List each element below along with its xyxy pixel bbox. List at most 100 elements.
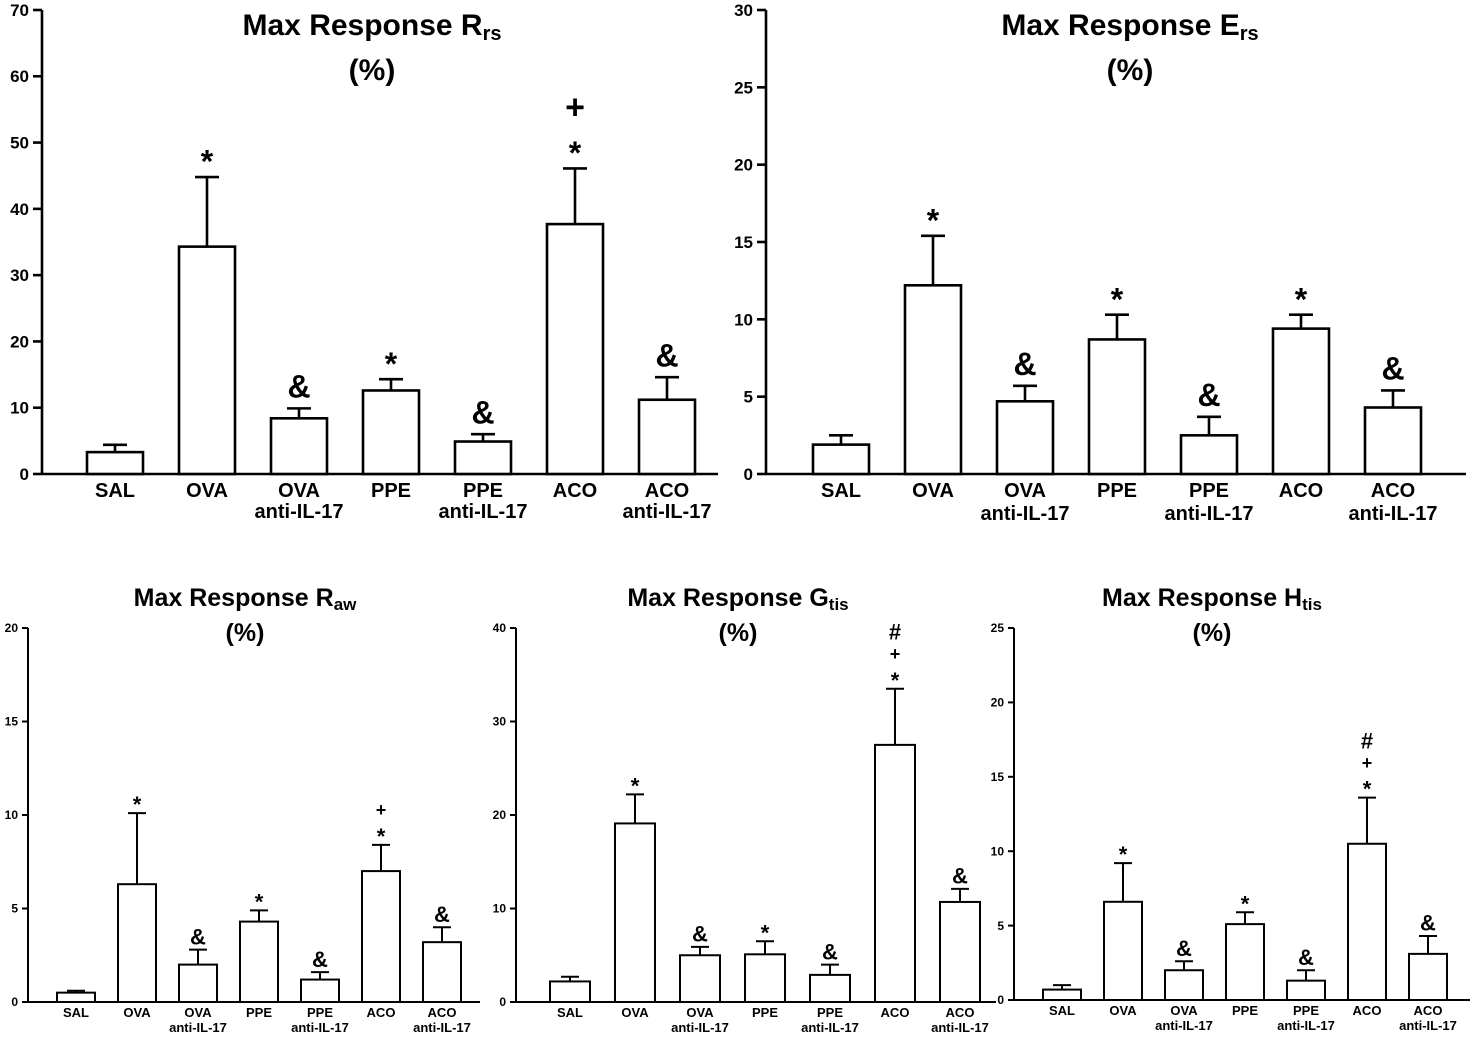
y-tick-label: 25	[734, 78, 753, 97]
significance-marker: #	[889, 619, 901, 644]
x-category-sublabel: anti-IL-17	[1399, 1018, 1457, 1033]
y-tick-label: 40	[10, 200, 29, 219]
significance-marker: #	[1361, 728, 1373, 753]
x-category-label: SAL	[821, 480, 861, 502]
bar	[1179, 434, 1239, 476]
x-category-label: ACO	[553, 480, 597, 502]
x-category-sublabel: anti-IL-17	[1277, 1018, 1335, 1033]
bar	[614, 822, 656, 1003]
bar	[1286, 979, 1326, 1002]
x-category-label: PPE	[1232, 1003, 1258, 1018]
significance-marker: &	[287, 369, 310, 405]
chart-title-main: Max Response H	[1102, 584, 1302, 612]
chart-title-subscript: tis	[829, 595, 849, 614]
x-category-label: ACO	[1279, 480, 1323, 502]
x-category-label: PPE	[752, 1005, 778, 1020]
x-category-label: OVA	[186, 480, 228, 502]
significance-marker: *	[1111, 281, 1124, 317]
x-category-sublabel: anti-IL-17	[623, 501, 712, 523]
y-tick-label: 30	[493, 715, 507, 729]
significance-marker: *	[1363, 777, 1372, 802]
bar	[939, 900, 981, 1004]
x-category-label: PPE	[1189, 480, 1229, 502]
x-category-label: OVA	[912, 480, 954, 502]
y-tick-label: 15	[734, 233, 753, 252]
bar	[300, 978, 340, 1003]
x-category-label: SAL	[1049, 1003, 1075, 1018]
x-category-label: ACO	[1353, 1003, 1382, 1018]
significance-marker: +	[376, 800, 387, 820]
x-category-label: PPE	[246, 1005, 272, 1020]
bar	[1347, 842, 1387, 1002]
bar	[422, 941, 462, 1003]
x-category-sublabel: anti-IL-17	[1165, 503, 1254, 525]
bar	[239, 920, 279, 1004]
x-category-label: PPE	[817, 1005, 843, 1020]
x-category-label: ACO	[881, 1005, 910, 1020]
chart-title-subscript: aw	[334, 595, 357, 614]
bar	[1408, 952, 1448, 1002]
y-tick-label: 0	[499, 995, 506, 1009]
bar	[56, 991, 96, 1004]
y-tick-label: 10	[991, 844, 1005, 858]
significance-marker: &	[471, 394, 494, 430]
chart-title-subscript: rs	[483, 23, 502, 45]
y-tick-label: 40	[493, 621, 507, 635]
bar	[1363, 406, 1423, 476]
chart-title-unit: (%)	[1107, 54, 1154, 87]
chart-title-unit: (%)	[1193, 619, 1232, 647]
bar	[85, 450, 145, 476]
bar	[117, 883, 157, 1003]
significance-marker: +	[565, 88, 585, 126]
chart-title-main: Max Response G	[627, 584, 828, 612]
x-category-sublabel: anti-IL-17	[439, 501, 528, 523]
bar	[995, 400, 1055, 476]
bar	[361, 870, 401, 1003]
chart-title-main: Max Response R	[243, 9, 483, 42]
significance-marker: *	[569, 135, 582, 171]
y-tick-label: 10	[10, 399, 29, 418]
chart-title: Max Response Rrs	[243, 9, 502, 45]
y-tick-label: 30	[10, 266, 29, 285]
significance-marker: &	[1420, 911, 1436, 936]
significance-marker: &	[1381, 351, 1404, 387]
chart-title-unit: (%)	[226, 619, 265, 647]
y-tick-label: 10	[5, 808, 19, 822]
x-category-label: OVA	[1170, 1003, 1198, 1018]
chart-title: Max Response Raw	[134, 584, 358, 614]
x-category-label: PPE	[307, 1005, 333, 1020]
x-category-label: OVA	[621, 1005, 649, 1020]
y-tick-label: 60	[10, 67, 29, 86]
x-category-label: PPE	[1097, 480, 1137, 502]
bar	[1103, 900, 1143, 1001]
y-tick-label: 20	[734, 156, 753, 175]
bar	[361, 389, 421, 476]
bar	[679, 954, 721, 1003]
bar	[809, 973, 851, 1004]
y-tick-label: 10	[493, 902, 507, 916]
significance-marker: &	[1298, 945, 1314, 970]
significance-marker: *	[761, 920, 770, 945]
bar	[178, 963, 218, 1003]
chart-title-main: Max Response R	[134, 584, 334, 612]
bar	[903, 284, 963, 476]
significance-marker: &	[312, 947, 328, 972]
bar	[549, 980, 591, 1003]
x-category-sublabel: anti-IL-17	[801, 1020, 859, 1035]
significance-marker: *	[133, 792, 142, 817]
significance-marker: &	[190, 924, 206, 949]
significance-marker: &	[434, 902, 450, 927]
x-category-label: OVA	[123, 1005, 151, 1020]
chart-panel-1: Max Response Rrs (%) 0 10 20 30 40 50 60 70 SAL OVA…	[10, 1, 718, 523]
x-category-label: SAL	[95, 480, 135, 502]
x-category-sublabel: anti-IL-17	[255, 501, 344, 523]
significance-marker: *	[201, 144, 214, 180]
y-tick-label: 30	[734, 1, 753, 20]
chart-title-subscript: rs	[1240, 23, 1259, 45]
y-tick-label: 25	[991, 621, 1005, 635]
significance-marker: +	[890, 644, 901, 664]
x-category-label: ACO	[428, 1005, 457, 1020]
chart-panel-2: Max Response Ers (%) 0 5 10 15 20 25 30 SAL OVA * OV…	[734, 1, 1466, 525]
